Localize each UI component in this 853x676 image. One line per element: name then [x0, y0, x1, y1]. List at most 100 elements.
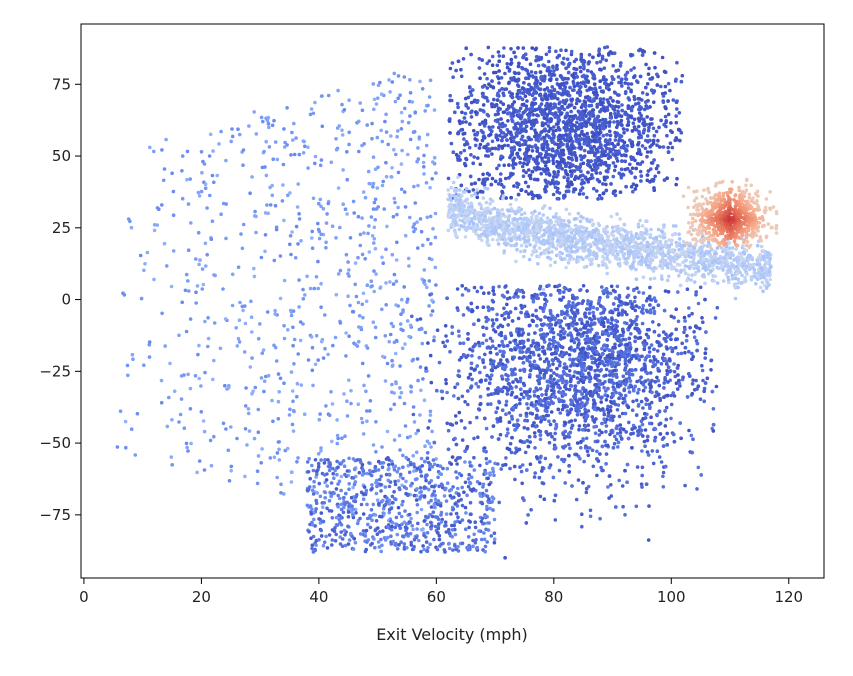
- data-point: [566, 412, 570, 417]
- data-point: [602, 385, 606, 390]
- data-point: [504, 399, 509, 404]
- data-point: [512, 464, 517, 469]
- data-point: [455, 382, 460, 386]
- data-point: [390, 494, 395, 499]
- data-point: [662, 386, 666, 390]
- data-point: [363, 257, 368, 261]
- data-point: [530, 423, 535, 428]
- data-point: [553, 431, 557, 436]
- data-point: [448, 349, 452, 354]
- data-point: [414, 431, 418, 436]
- data-point: [237, 318, 242, 323]
- data-point: [497, 400, 502, 405]
- data-point: [415, 357, 420, 361]
- data-point: [674, 307, 678, 312]
- data-point: [321, 519, 326, 524]
- data-point: [432, 537, 436, 542]
- data-point: [490, 368, 495, 373]
- data-point: [481, 482, 486, 487]
- data-point: [332, 529, 337, 533]
- data-point: [429, 292, 434, 296]
- data-point: [400, 297, 404, 302]
- data-point: [608, 380, 613, 384]
- data-point: [583, 407, 587, 412]
- data-point: [575, 363, 579, 367]
- data-point: [472, 343, 477, 348]
- data-point: [640, 321, 645, 326]
- data-point: [250, 330, 254, 334]
- data-point: [409, 390, 413, 394]
- data-point: [609, 331, 614, 336]
- data-point: [351, 309, 356, 314]
- data-point: [690, 311, 694, 316]
- data-point: [319, 449, 323, 453]
- data-point: [343, 472, 347, 477]
- data-point: [648, 303, 652, 307]
- data-point: [612, 414, 616, 419]
- data-point: [209, 463, 214, 468]
- data-point: [615, 329, 619, 334]
- data-point: [605, 407, 610, 412]
- data-point: [568, 357, 572, 362]
- data-point: [189, 221, 193, 225]
- data-point: [349, 495, 354, 500]
- data-point: [262, 379, 267, 384]
- data-point: [588, 304, 593, 309]
- data-point: [309, 107, 314, 111]
- data-point: [496, 437, 501, 441]
- data-point: [578, 288, 582, 293]
- data-point: [186, 372, 190, 377]
- data-point: [456, 515, 460, 519]
- data-point: [600, 318, 605, 322]
- data-point: [399, 540, 403, 544]
- data-point: [674, 345, 678, 350]
- data-point: [437, 360, 442, 365]
- data-point: [466, 402, 470, 407]
- data-point: [453, 436, 457, 441]
- data-point: [616, 445, 620, 449]
- data-point: [374, 102, 379, 106]
- data-point: [593, 342, 597, 347]
- data-point: [665, 362, 669, 366]
- data-point: [364, 488, 369, 493]
- data-point: [373, 197, 378, 202]
- data-point: [291, 343, 295, 348]
- data-point: [410, 547, 415, 552]
- data-point: [542, 340, 547, 344]
- data-point: [595, 350, 599, 355]
- data-point: [564, 379, 568, 384]
- data-point: [503, 336, 508, 341]
- data-point: [583, 419, 588, 423]
- data-point: [580, 512, 584, 516]
- data-point: [396, 304, 401, 308]
- data-point: [651, 360, 656, 365]
- data-point: [695, 487, 699, 491]
- data-point: [525, 390, 530, 394]
- data-point: [433, 524, 438, 529]
- data-point: [604, 389, 608, 393]
- data-point: [606, 386, 610, 391]
- data-point: [627, 390, 632, 394]
- data-point: [416, 378, 420, 383]
- data-point: [319, 281, 323, 286]
- data-point: [598, 379, 602, 383]
- data-point: [492, 540, 497, 545]
- data-point: [463, 449, 467, 454]
- data-point: [474, 546, 479, 551]
- data-point: [586, 453, 591, 458]
- data-point: [376, 540, 381, 544]
- data-point: [325, 472, 329, 476]
- data-point: [552, 419, 556, 423]
- data-point: [469, 386, 473, 390]
- data-point: [309, 335, 314, 339]
- data-point: [406, 297, 410, 302]
- data-point: [647, 402, 652, 407]
- data-point: [268, 185, 272, 190]
- data-point: [560, 354, 564, 358]
- data-point: [491, 469, 496, 474]
- data-point: [472, 532, 477, 537]
- data-point: [554, 356, 558, 361]
- data-point: [505, 296, 510, 301]
- data-point: [641, 311, 645, 315]
- data-point: [459, 497, 463, 502]
